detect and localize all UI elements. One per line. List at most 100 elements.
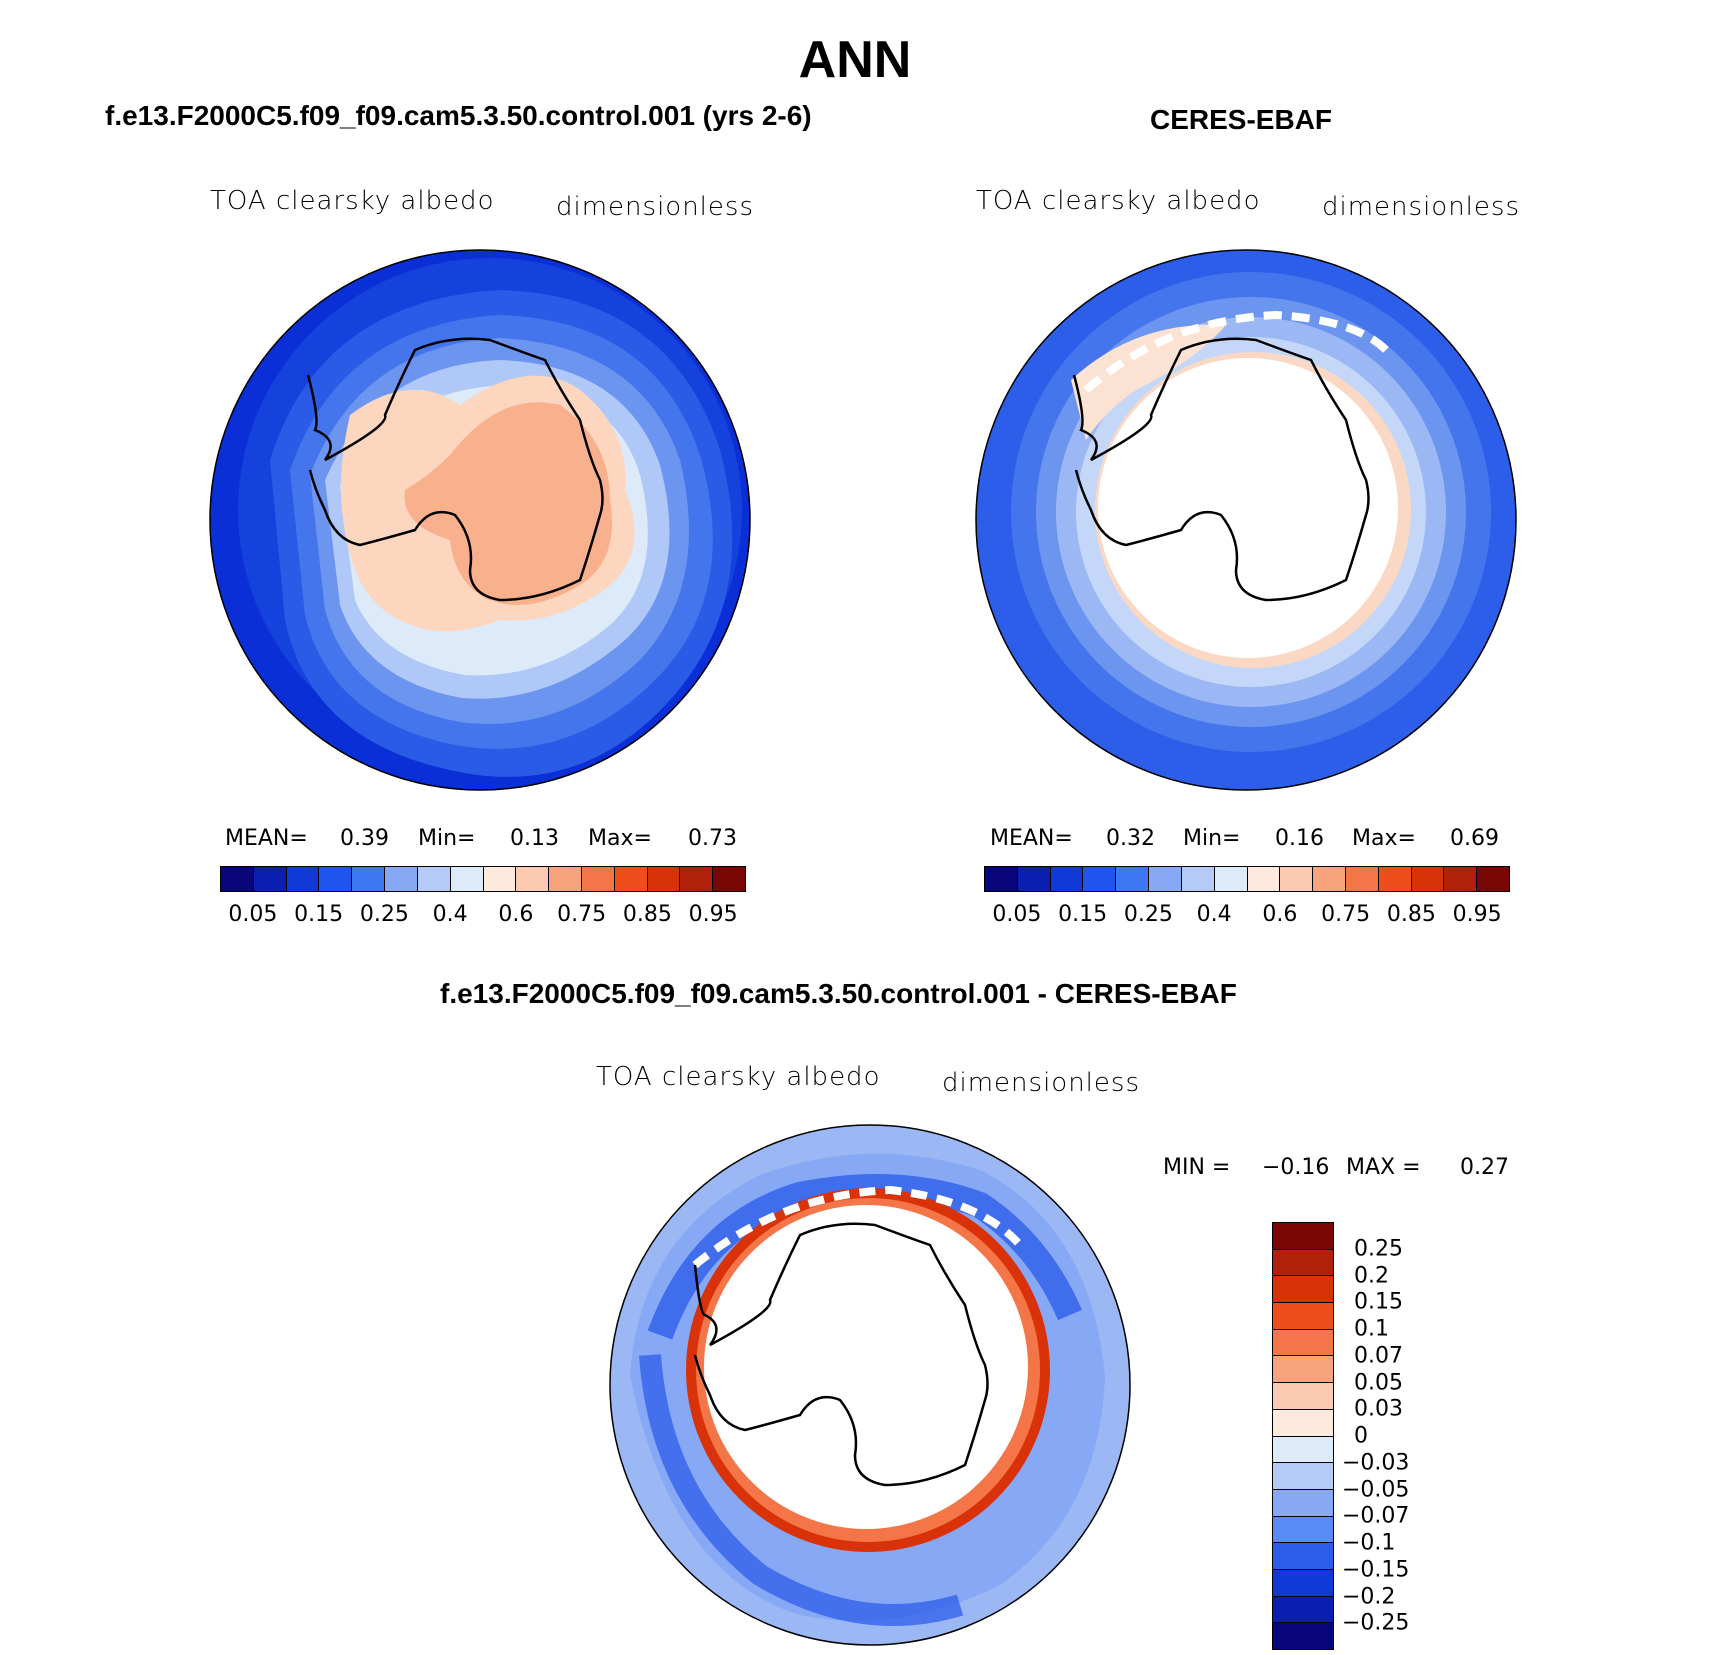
panel1-colorbar-cell (581, 867, 615, 891)
panel3-colorbar-tick-label: 0.07 (1354, 1343, 1403, 1369)
panel3-colorbar-cell (1273, 1596, 1333, 1624)
panel3-colorbar-cell (1273, 1409, 1333, 1437)
panel3-colorbar-cell (1273, 1516, 1333, 1544)
panel3-colorbar-ticks: 0.25 0.2 0.15 0.1 0.07 0.05 0.03 0 −0.03 −0.05 −0.… (1342, 1222, 1462, 1650)
panel1-colorbar-tick-label: 0.6 (498, 902, 534, 927)
panel1-colorbar-tick-label: 0.95 (688, 902, 738, 927)
panel3-colorbar-tick-label: 0.03 (1354, 1396, 1403, 1422)
panel1-title: f.e13.F2000C5.f09_f09.cam5.3.50.control.… (105, 100, 812, 131)
panel2-max-value: 0.69 (1450, 826, 1499, 851)
panel1-colorbar-cell (549, 867, 582, 891)
panel2-colorbar-cell (985, 867, 1018, 891)
panel1-colorbar-cell (680, 867, 714, 891)
panel3-colorbar-cell (1273, 1436, 1333, 1464)
panel2-colorbar-tick-label: 0.25 (1123, 902, 1173, 927)
panel2-colorbar-cell (1116, 867, 1150, 891)
panel3-colorbar-cell (1273, 1623, 1333, 1649)
panel3-map (609, 1124, 1131, 1646)
panel1-colorbar-cell (286, 867, 320, 891)
panel2-variable: TOA clearsky albedo (976, 186, 1261, 216)
panel3-colorbar-cell (1273, 1569, 1333, 1597)
panel3-colorbar-tick-label: −0.05 (1342, 1477, 1410, 1502)
panel2-min-label: Min= (1183, 826, 1241, 851)
panel3-colorbar-cell (1273, 1543, 1333, 1570)
panel2-colorbar (984, 866, 1510, 892)
panel3-max-label: MAX = (1346, 1155, 1421, 1180)
panel1-colorbar-cell (417, 867, 451, 891)
panel1-max-label: Max= (588, 826, 652, 851)
panel3-colorbar-tick-label: 0.15 (1354, 1289, 1403, 1315)
panel3-colorbar-tick-label: −0.2 (1342, 1584, 1396, 1609)
panel1-colorbar-tick-label: 0.4 (432, 902, 468, 927)
panel3-colorbar-tick-label: 0.1 (1354, 1316, 1389, 1342)
panel2-min-value: 0.16 (1275, 826, 1324, 851)
panel3-title: f.e13.F2000C5.f09_f09.cam5.3.50.control.… (440, 978, 1237, 1009)
panel2-colorbar-tick-label: 0.75 (1321, 902, 1371, 927)
panel2-colorbar-cell (1313, 867, 1346, 891)
panel1-colorbar-cell (713, 867, 745, 891)
panel3-colorbar-cell (1273, 1249, 1333, 1277)
panel2-colorbar-cell (1083, 867, 1117, 891)
panel2-colorbar-cell (1181, 867, 1215, 891)
panel3-colorbar-cell (1273, 1463, 1333, 1490)
panel2-colorbar-cell (1477, 867, 1509, 891)
panel3-colorbar-tick-label: −0.15 (1342, 1557, 1410, 1583)
panel1-colorbar-cell (319, 867, 353, 891)
panel2-colorbar-tick-label: 0.15 (1058, 902, 1108, 927)
panel2-colorbar-cell (1345, 867, 1379, 891)
panel2-colorbar-cell (1378, 867, 1412, 891)
panel1-colorbar-cell (253, 867, 287, 891)
panel3-colorbar-tick-label: −0.07 (1342, 1503, 1410, 1529)
panel1-colorbar (220, 866, 746, 892)
panel1-colorbar-cell (450, 867, 484, 891)
panel3-colorbar-cell (1273, 1223, 1333, 1250)
panel3-colorbar-tick-label: −0.25 (1342, 1610, 1410, 1636)
panel2-colorbar-tick-label: 0.6 (1262, 902, 1298, 927)
panel2-colorbar-cell (1444, 867, 1478, 891)
panel3-variable: TOA clearsky albedo (596, 1062, 881, 1092)
panel2-colorbar-tick-label: 0.85 (1386, 902, 1436, 927)
panel1-colorbar-cell (614, 867, 648, 891)
panel3-colorbar-tick-label: 0.25 (1354, 1236, 1403, 1262)
panel2-colorbar-cell (1149, 867, 1182, 891)
panel3-colorbar (1272, 1222, 1334, 1650)
panel3-min-label: MIN = (1163, 1155, 1231, 1180)
panel2-mean-label: MEAN= (990, 826, 1073, 851)
panel3-colorbar-tick-label: −0.03 (1342, 1450, 1410, 1476)
panel3-units: dimensionless (942, 1068, 1140, 1098)
panel1-units: dimensionless (556, 192, 754, 222)
panel3-min-value: −0.16 (1262, 1155, 1330, 1180)
panel1-colorbar-tick-label: 0.15 (294, 902, 344, 927)
panel2-colorbar-cell (1247, 867, 1281, 891)
panel1-colorbar-cell (516, 867, 550, 891)
panel2-colorbar-cell (1280, 867, 1314, 891)
panel3-colorbar-cell (1273, 1489, 1333, 1517)
panel1-max-value: 0.73 (688, 826, 737, 851)
panel2-colorbar-tick-label: 0.95 (1452, 902, 1502, 927)
panel2-colorbar-cell (1050, 867, 1084, 891)
panel2-colorbar-ticks: 0.05 0.15 0.25 0.4 0.6 0.75 0.85 0.95 (984, 902, 1510, 932)
panel2-map (975, 249, 1517, 791)
panel1-colorbar-ticks: 0.05 0.15 0.25 0.4 0.6 0.75 0.85 0.95 (220, 902, 746, 932)
panel1-colorbar-tick-label: 0.25 (359, 902, 409, 927)
panel1-colorbar-cell (647, 867, 681, 891)
panel1-colorbar-tick-label: 0.85 (622, 902, 672, 927)
panel3-colorbar-tick-label: 0.05 (1354, 1370, 1403, 1395)
panel3-colorbar-cell (1273, 1356, 1333, 1384)
panel1-map (209, 249, 751, 791)
panel2-colorbar-tick-label: 0.05 (992, 902, 1042, 927)
panel1-variable: TOA clearsky albedo (210, 186, 495, 216)
panel1-colorbar-tick-label: 0.75 (557, 902, 607, 927)
panel2-max-label: Max= (1352, 826, 1416, 851)
panel2-title: CERES-EBAF (1150, 104, 1333, 135)
panel1-colorbar-cell (221, 867, 254, 891)
panel3-colorbar-cell (1273, 1276, 1333, 1304)
panel2-mean-value: 0.32 (1106, 826, 1155, 851)
panel1-mean-value: 0.39 (340, 826, 389, 851)
panel1-mean-label: MEAN= (225, 826, 308, 851)
panel2-colorbar-cell (1411, 867, 1445, 891)
panel3-colorbar-cell (1273, 1303, 1333, 1330)
panel1-colorbar-cell (352, 867, 386, 891)
panel1-colorbar-cell (483, 867, 517, 891)
panel1-min-label: Min= (418, 826, 476, 851)
